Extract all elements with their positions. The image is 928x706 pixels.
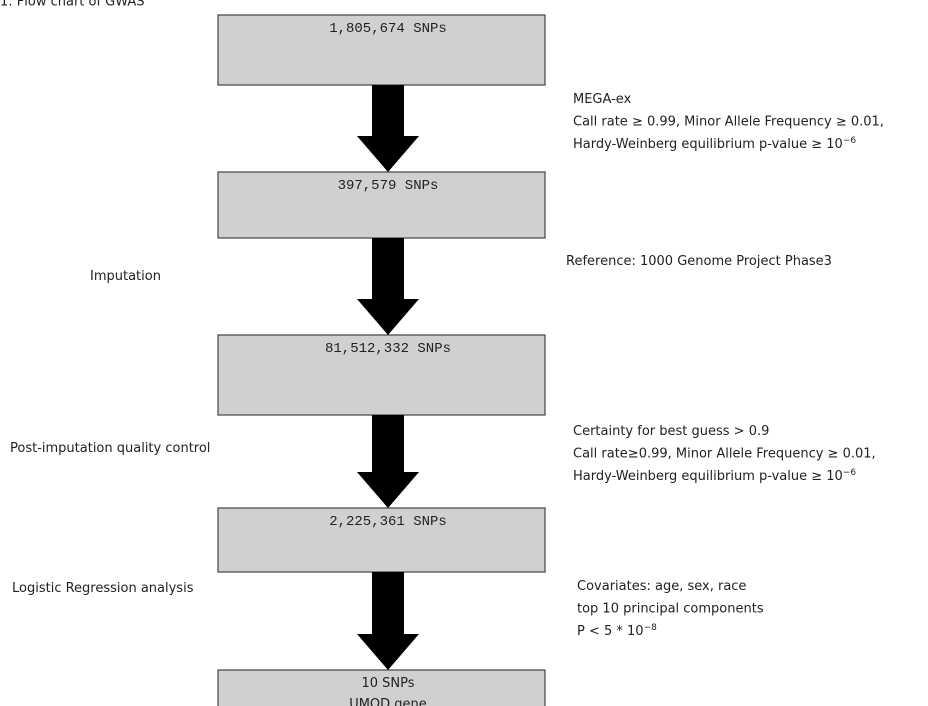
- superscript: −8: [644, 623, 658, 633]
- box-label: 10 SNPs: [361, 676, 414, 691]
- criteria-text: Covariates: age, sex, race: [577, 579, 746, 594]
- criteria-text: P < 5 * 10: [577, 624, 644, 639]
- process-box: [217, 14, 546, 86]
- criteria-line: top 10 principal components: [577, 602, 764, 617]
- criteria-line: Reference: 1000 Genome Project Phase3: [566, 254, 832, 269]
- criteria-text: Hardy-Weinberg equilibrium p-value ≥ 10: [573, 469, 843, 484]
- criteria-line: Call rate≥0.99, Minor Allele Frequency ≥…: [573, 447, 876, 462]
- criteria-line: MEGA-ex: [573, 92, 632, 107]
- criteria-text: Call rate≥0.99, Minor Allele Frequency ≥…: [573, 447, 876, 462]
- box-label: 1,805,674 SNPs: [329, 21, 447, 37]
- superscript: −6: [843, 468, 857, 478]
- criteria-line: Hardy-Weinberg equilibrium p-value ≥ 10−…: [573, 468, 856, 484]
- criteria-text: Call rate ≥ 0.99, Minor Allele Frequency…: [573, 115, 884, 130]
- process-box: [217, 507, 546, 573]
- box-label: UMOD gene: [349, 697, 427, 706]
- box-label: 397,579 SNPs: [338, 178, 439, 194]
- criteria-line: Hardy-Weinberg equilibrium p-value ≥ 10−…: [573, 136, 856, 152]
- step-label: Post-imputation quality control: [10, 441, 210, 456]
- figure-title: 1: Flow chart of GWAS: [0, 0, 145, 10]
- criteria-line: Call rate ≥ 0.99, Minor Allele Frequency…: [573, 115, 884, 130]
- criteria-text: top 10 principal components: [577, 602, 764, 617]
- criteria-line: P < 5 * 10−8: [577, 623, 657, 639]
- step-label: Logistic Regression analysis: [12, 581, 194, 596]
- superscript: −6: [843, 136, 857, 146]
- step-label: Imputation: [90, 269, 161, 284]
- arrow: [357, 572, 419, 670]
- criteria-text: MEGA-ex: [573, 92, 632, 107]
- criteria-text: Reference: 1000 Genome Project Phase3: [566, 254, 832, 269]
- criteria-text: Hardy-Weinberg equilibrium p-value ≥ 10: [573, 137, 843, 152]
- criteria-text: Certainty for best guess > 0.9: [573, 424, 769, 439]
- criteria-line: Covariates: age, sex, race: [577, 579, 746, 594]
- arrow: [357, 238, 419, 335]
- arrow: [357, 415, 419, 508]
- process-box: [217, 171, 546, 239]
- criteria-line: Certainty for best guess > 0.9: [573, 424, 769, 439]
- arrow: [357, 85, 419, 172]
- box-label: 81,512,332 SNPs: [325, 341, 451, 357]
- process-box: [217, 334, 546, 416]
- box-label: 2,225,361 SNPs: [329, 514, 447, 530]
- process-box: [217, 669, 546, 706]
